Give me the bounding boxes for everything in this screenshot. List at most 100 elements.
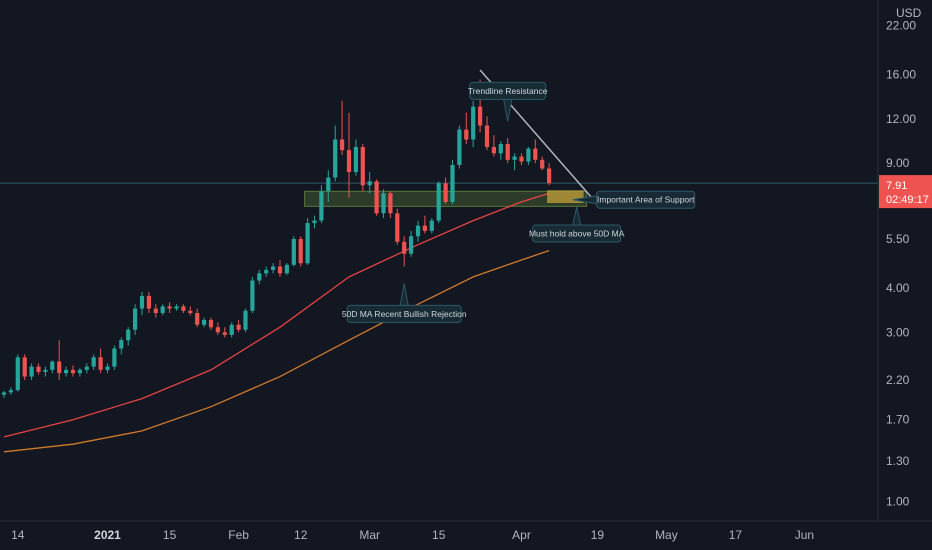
candle-body — [291, 239, 296, 265]
candle-body — [436, 183, 441, 221]
candle-body — [326, 177, 331, 192]
candle-body — [236, 324, 241, 330]
candle-body — [174, 306, 179, 309]
candle-body — [222, 332, 227, 335]
time-tick-label: 17 — [729, 528, 743, 542]
candle-body — [340, 139, 345, 151]
candle — [126, 327, 131, 346]
candle-body — [160, 306, 165, 314]
candle-body — [43, 369, 48, 372]
candle-body — [167, 306, 172, 309]
time-tick-label: 12 — [294, 528, 308, 542]
price-tick-label: 1.70 — [886, 413, 910, 427]
candle-body — [298, 239, 303, 264]
time-axis[interactable]: 14 2021 15 Feb 12 Mar 15 Apr 19 May 17 Jun — [11, 528, 814, 542]
candle — [236, 319, 241, 333]
price-tick-label: 4.00 — [886, 281, 910, 295]
candle — [533, 139, 538, 164]
moving-averages-layer — [3, 192, 550, 453]
candle — [146, 291, 151, 314]
candle-body — [215, 327, 220, 333]
candle-body — [353, 147, 358, 173]
candle — [457, 125, 462, 169]
candle — [450, 159, 455, 205]
candle — [443, 177, 448, 205]
candle — [8, 387, 13, 395]
candle-body — [512, 156, 517, 160]
time-tick-label: Apr — [512, 528, 531, 542]
candle — [1, 390, 7, 398]
candle — [133, 304, 138, 335]
annotation-box — [346, 304, 462, 323]
candle-body — [429, 220, 434, 231]
time-tick-label: 2021 — [94, 528, 121, 542]
candle — [22, 354, 27, 381]
candle-body — [112, 348, 117, 367]
candle-body — [202, 319, 207, 325]
candle — [229, 322, 234, 338]
candle-body — [119, 340, 124, 349]
candle-body — [50, 361, 55, 370]
candle — [98, 348, 103, 374]
candle — [312, 215, 317, 229]
candle — [208, 317, 214, 330]
candle-body — [84, 366, 89, 370]
candle — [291, 236, 296, 267]
candle — [319, 185, 324, 224]
candle — [215, 322, 220, 335]
time-tick-label: 15 — [163, 528, 177, 542]
candle — [547, 163, 552, 186]
candle — [264, 266, 269, 277]
candle-body — [91, 357, 96, 367]
candle — [84, 363, 89, 374]
candle-body — [133, 308, 138, 330]
candle — [153, 304, 158, 318]
candle — [77, 367, 82, 377]
candle-body — [471, 106, 476, 140]
candle-body — [319, 191, 324, 221]
candle — [498, 140, 503, 160]
candle — [43, 366, 48, 377]
candle-body — [98, 357, 103, 370]
candle — [429, 218, 434, 234]
candle — [436, 181, 441, 224]
price-tick-label: 1.00 — [886, 494, 910, 508]
price-axis[interactable]: 22.0016.0012.009.007.005.504.003.002.201… — [886, 19, 916, 509]
candle — [188, 306, 193, 316]
candle-body — [64, 369, 69, 374]
candle — [105, 363, 110, 374]
candle-body — [498, 143, 503, 154]
candle-body — [367, 181, 372, 186]
price-tick-label: 2.20 — [886, 373, 910, 387]
candle-body — [360, 147, 365, 186]
price-tick-label: 9.00 — [886, 156, 910, 170]
time-tick-label: Feb — [228, 528, 249, 542]
candle — [395, 208, 400, 245]
candle — [422, 215, 427, 234]
annotation-callout: 50D MA Recent Bullish Rejection — [342, 283, 467, 323]
candle — [257, 269, 262, 285]
ma200-line — [3, 249, 550, 453]
candle-body — [540, 159, 545, 169]
candle — [174, 304, 179, 311]
candle-body — [153, 308, 158, 314]
candle — [540, 156, 545, 171]
annotation-callout: Trendline Resistance — [468, 81, 548, 122]
candle-body — [422, 225, 427, 231]
candle-body — [395, 213, 400, 242]
candle — [277, 259, 283, 277]
candle — [346, 112, 352, 198]
last-price-tag: 7.91 02:49:17 — [879, 175, 932, 209]
last-price: 7.91 — [886, 180, 907, 192]
candle-body — [36, 366, 41, 372]
price-tick-label: 22.00 — [886, 19, 916, 33]
candle — [139, 291, 145, 316]
candle-body — [195, 313, 200, 325]
candle-body — [346, 150, 352, 173]
candle-body — [105, 366, 110, 370]
annotation-text: Trendline Resistance — [468, 86, 548, 96]
candle-body — [526, 148, 531, 162]
candle-body — [22, 357, 27, 377]
candle — [167, 302, 172, 314]
